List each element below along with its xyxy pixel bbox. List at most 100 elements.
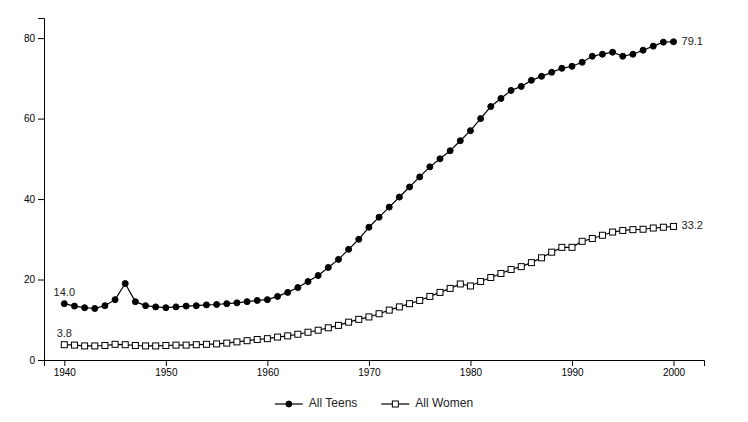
point-group: [153, 304, 159, 310]
point: [61, 301, 67, 307]
point-group: [254, 297, 260, 303]
legend-item: All Teens: [275, 396, 357, 410]
point-group: [295, 285, 301, 291]
point: [528, 77, 534, 83]
point-group: [488, 275, 494, 281]
point: [122, 281, 128, 287]
point-group: [508, 266, 514, 272]
legend-marker: [392, 401, 398, 407]
point-group: [295, 331, 301, 337]
series: [61, 223, 676, 348]
point-group: [376, 214, 382, 220]
chart: 194019501960197019801990200002040608079.…: [0, 0, 748, 422]
legend-label: All Teens: [309, 396, 357, 410]
point-group: [630, 227, 636, 233]
legend: All TeensAll Women: [275, 396, 473, 410]
point: [660, 224, 666, 230]
point: [599, 51, 605, 57]
tick-mark: [38, 199, 44, 200]
point-group: [61, 342, 67, 348]
point-group: [660, 224, 666, 230]
point: [285, 333, 291, 339]
point: [599, 232, 605, 238]
point-group: [356, 316, 362, 322]
point: [589, 235, 595, 241]
tick-mark: [38, 38, 44, 39]
point-group: [539, 255, 545, 261]
point-group: [305, 279, 311, 285]
point: [203, 341, 209, 347]
point: [203, 302, 209, 308]
tick-label: 60: [24, 113, 36, 124]
point: [346, 246, 352, 252]
point: [376, 311, 382, 317]
series-group: [61, 39, 676, 349]
point-group: [386, 307, 392, 313]
point: [610, 49, 616, 55]
point: [437, 289, 443, 295]
point-group: [193, 342, 199, 348]
point-group: [579, 59, 585, 65]
point-group: [153, 343, 159, 349]
point-group: [396, 304, 402, 310]
point-group: [305, 329, 311, 335]
point: [447, 148, 453, 154]
point-group: [122, 342, 128, 348]
point: [660, 39, 666, 45]
point: [457, 138, 463, 144]
point: [92, 305, 98, 311]
tick-mark: [572, 360, 573, 366]
y-axis: 020406080: [24, 19, 45, 366]
annotation: 33.2: [682, 219, 703, 231]
point: [417, 297, 423, 303]
point-group: [610, 49, 616, 55]
point-group: [640, 226, 646, 232]
point: [457, 281, 463, 287]
point-group: [193, 303, 199, 309]
point: [549, 249, 555, 255]
point-group: [183, 303, 189, 309]
point: [376, 214, 382, 220]
point-group: [112, 341, 118, 347]
point-group: [447, 285, 453, 291]
point: [366, 224, 372, 230]
point: [579, 59, 585, 65]
tick: 1980: [460, 360, 483, 378]
point: [173, 304, 179, 310]
series-line: [64, 226, 673, 345]
point: [407, 301, 413, 307]
tick-label: 1970: [358, 367, 381, 378]
point-group: [437, 156, 443, 162]
point-group: [437, 289, 443, 295]
point-group: [214, 301, 220, 307]
point-group: [61, 301, 67, 307]
point: [163, 305, 169, 311]
point: [275, 293, 281, 299]
point: [396, 304, 402, 310]
point: [549, 69, 555, 75]
tick-label: 40: [24, 194, 36, 205]
point-group: [498, 270, 504, 276]
point-group: [599, 51, 605, 57]
point: [528, 260, 534, 266]
point: [315, 327, 321, 333]
point: [335, 322, 341, 328]
point-group: [396, 194, 402, 200]
tick: 2000: [663, 360, 686, 378]
tick: 1940: [54, 360, 77, 378]
point-group: [234, 339, 240, 345]
point-group: [498, 95, 504, 101]
point-group: [92, 343, 98, 349]
point-group: [478, 116, 484, 122]
point: [396, 194, 402, 200]
point-group: [244, 299, 250, 305]
point-group: [356, 236, 362, 242]
tick-label: 1990: [561, 367, 584, 378]
point-group: [366, 224, 372, 230]
point-group: [467, 128, 473, 134]
tick-label: 20: [24, 274, 36, 285]
axis-line: [38, 19, 45, 361]
point: [620, 227, 626, 233]
point: [478, 116, 484, 122]
annotation: 14.0: [54, 286, 75, 298]
